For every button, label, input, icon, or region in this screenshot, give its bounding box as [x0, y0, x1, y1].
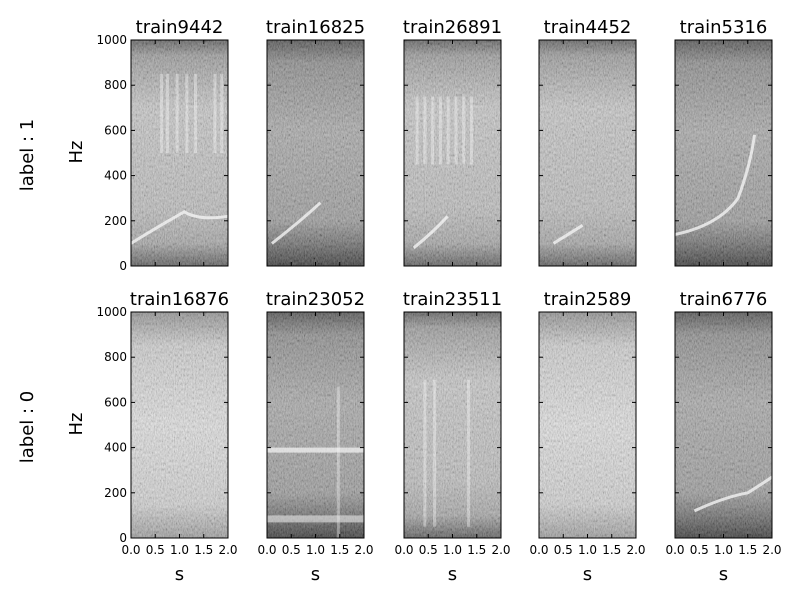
spectrogram-panel: train23052 0.0 0.5 1.0 1.5 2.0 s	[257, 289, 373, 585]
spectrogram-panel: train26891	[403, 17, 502, 267]
x-tick-label: 0.0	[665, 543, 684, 557]
y-tick-label: 600	[104, 395, 127, 409]
spectrogram-image	[539, 40, 636, 266]
x-tick-label: 0.5	[419, 543, 438, 557]
panel-title: train26891	[403, 17, 502, 38]
spectrogram-panel: train5316	[674, 17, 773, 267]
y-tick-label: 400	[104, 169, 127, 183]
x-tick-label: 1.5	[467, 543, 486, 557]
y-tick-label: 800	[104, 78, 127, 92]
x-axis-label: s	[583, 564, 592, 585]
spectrogram-image	[674, 40, 772, 266]
y-tick-label: 600	[104, 123, 127, 137]
x-tick-label: 1.5	[738, 543, 757, 557]
x-tick-label: 0.5	[146, 543, 165, 557]
y-tick-label: 800	[104, 350, 127, 364]
panel-title: train16876	[130, 289, 229, 310]
spectrogram-image	[404, 312, 501, 538]
spectrogram-panel: train4452	[538, 17, 637, 267]
panel-title: train23511	[403, 289, 502, 310]
x-tick-label: 2.0	[354, 543, 373, 557]
panel-title: train6776	[680, 289, 768, 310]
y-tick-label: 1000	[96, 305, 127, 319]
y-axis-label-row-0: Hz	[66, 413, 87, 436]
x-tick-label: 1.5	[194, 543, 213, 557]
y-tick-label: 200	[104, 214, 127, 228]
y-tick-label: 200	[104, 486, 127, 500]
x-tick-label: 1.5	[602, 543, 621, 557]
x-tick-label: 0.5	[690, 543, 709, 557]
x-axis-label: s	[719, 564, 728, 585]
x-tick-label: 1.0	[306, 543, 325, 557]
y-tick-label: 1000	[96, 33, 127, 47]
x-tick-label: 2.0	[626, 543, 645, 557]
spectrogram-panel: train16876 0 200 400 600 800 1000 0.0 0.5 1.0 1.5 2…	[96, 289, 237, 585]
spectrogram-image	[130, 40, 229, 266]
x-tick-label: 1.5	[330, 543, 349, 557]
row-label-0: label : 0	[17, 391, 38, 464]
spectrogram-panel: train6776 0.0 0.5 1.0 1.5 2.0 s	[665, 289, 781, 585]
x-axis-label: s	[175, 564, 184, 585]
x-tick-label: 0.0	[529, 543, 548, 557]
panel-title: train5316	[680, 17, 768, 38]
spectrogram-panel: train2589 0.0 0.5 1.0 1.5 2.0 s	[529, 289, 645, 585]
x-axis-label: s	[448, 564, 457, 585]
spectrogram-image	[539, 312, 636, 538]
x-tick-label: 1.0	[714, 543, 733, 557]
x-tick-label: 2.0	[218, 543, 237, 557]
panel-title: train4452	[544, 17, 632, 38]
spectrogram-panel: train9442 0 200 400 600 800 1000	[96, 17, 229, 273]
spectrogram-panel: train16825	[266, 17, 365, 267]
spectrogram-image	[131, 312, 228, 538]
y-tick-label: 0	[119, 531, 127, 545]
x-tick-label: 0.0	[257, 543, 276, 557]
panel-title: train2589	[544, 289, 632, 310]
x-tick-label: 1.0	[578, 543, 597, 557]
y-axis-label-row-1: Hz	[66, 141, 87, 164]
spectrogram-image	[267, 312, 364, 538]
x-tick-label: 1.0	[170, 543, 189, 557]
panel-title: train9442	[136, 17, 224, 38]
x-tick-label: 2.0	[491, 543, 510, 557]
x-tick-label: 0.0	[394, 543, 413, 557]
spectrogram-panels: train9442 0 200 400 600 800 1000 train16825 trai…	[96, 17, 781, 585]
spectrogram-panel: train23511 0.0 0.5 1.0 1.5 2.0 s	[394, 289, 510, 585]
panel-title: train16825	[266, 17, 365, 38]
x-tick-label: 0.5	[282, 543, 301, 557]
x-tick-label: 2.0	[762, 543, 781, 557]
x-axis-label: s	[311, 564, 320, 585]
x-tick-label: 1.0	[443, 543, 462, 557]
spectrogram-image	[675, 312, 773, 538]
x-tick-label: 0.0	[121, 543, 140, 557]
spectrogram-image	[404, 40, 501, 266]
row-label-1: label : 1	[17, 119, 38, 192]
y-tick-label: 400	[104, 441, 127, 455]
panel-title: train23052	[266, 289, 365, 310]
spectrogram-image	[267, 40, 364, 266]
y-tick-label: 0	[119, 259, 127, 273]
x-tick-label: 0.5	[554, 543, 573, 557]
